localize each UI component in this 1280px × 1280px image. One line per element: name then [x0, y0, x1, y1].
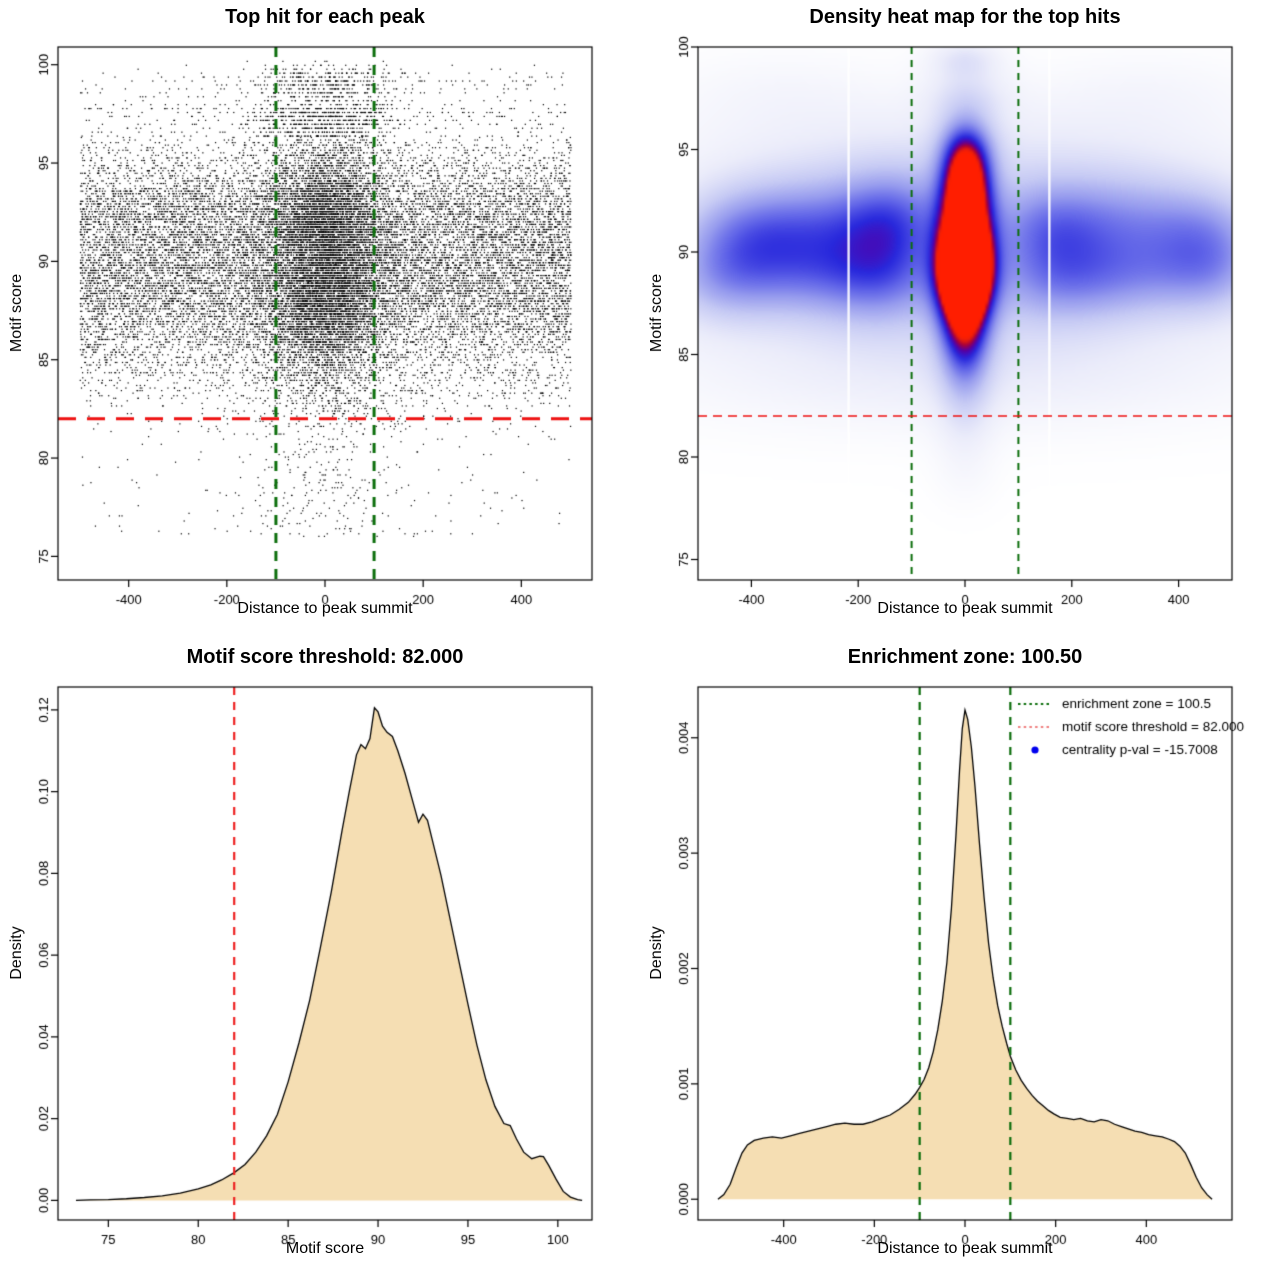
panel-title: Enrichment zone: 100.50: [847, 646, 1083, 668]
x-axis-label: Motif score: [285, 1240, 365, 1257]
panel-enrichment-zone-density: Enrichment zone: 100.50 Distance to peak…: [640, 640, 1280, 1280]
y-axis-label: Motif score: [648, 273, 665, 353]
motif-score-density-canvas: [0, 640, 640, 1280]
y-axis-label: Motif score: [8, 273, 25, 353]
panel-title: Top hit for each peak: [225, 6, 425, 28]
panel-motif-score-density: Motif score threshold: 82.000 Motif scor…: [0, 640, 640, 1280]
top-hit-scatter-canvas: [0, 0, 640, 640]
x-axis-label: Distance to peak summit: [877, 1240, 1053, 1257]
y-axis-label: Density: [8, 926, 25, 980]
panel-top-hit-scatter: Top hit for each peak Distance to peak s…: [0, 0, 640, 640]
x-axis-label: Distance to peak summit: [237, 600, 413, 617]
panel-title: Density heat map for the top hits: [809, 6, 1121, 28]
x-axis-label: Distance to peak summit: [877, 600, 1053, 617]
y-axis-label: Density: [648, 926, 665, 980]
density-heat-map-canvas: [640, 0, 1280, 640]
enrichment-zone-density-canvas: [640, 640, 1280, 1280]
panel-density-heat-map: Density heat map for the top hits Distan…: [640, 0, 1280, 640]
panel-title: Motif score threshold: 82.000: [186, 646, 464, 668]
